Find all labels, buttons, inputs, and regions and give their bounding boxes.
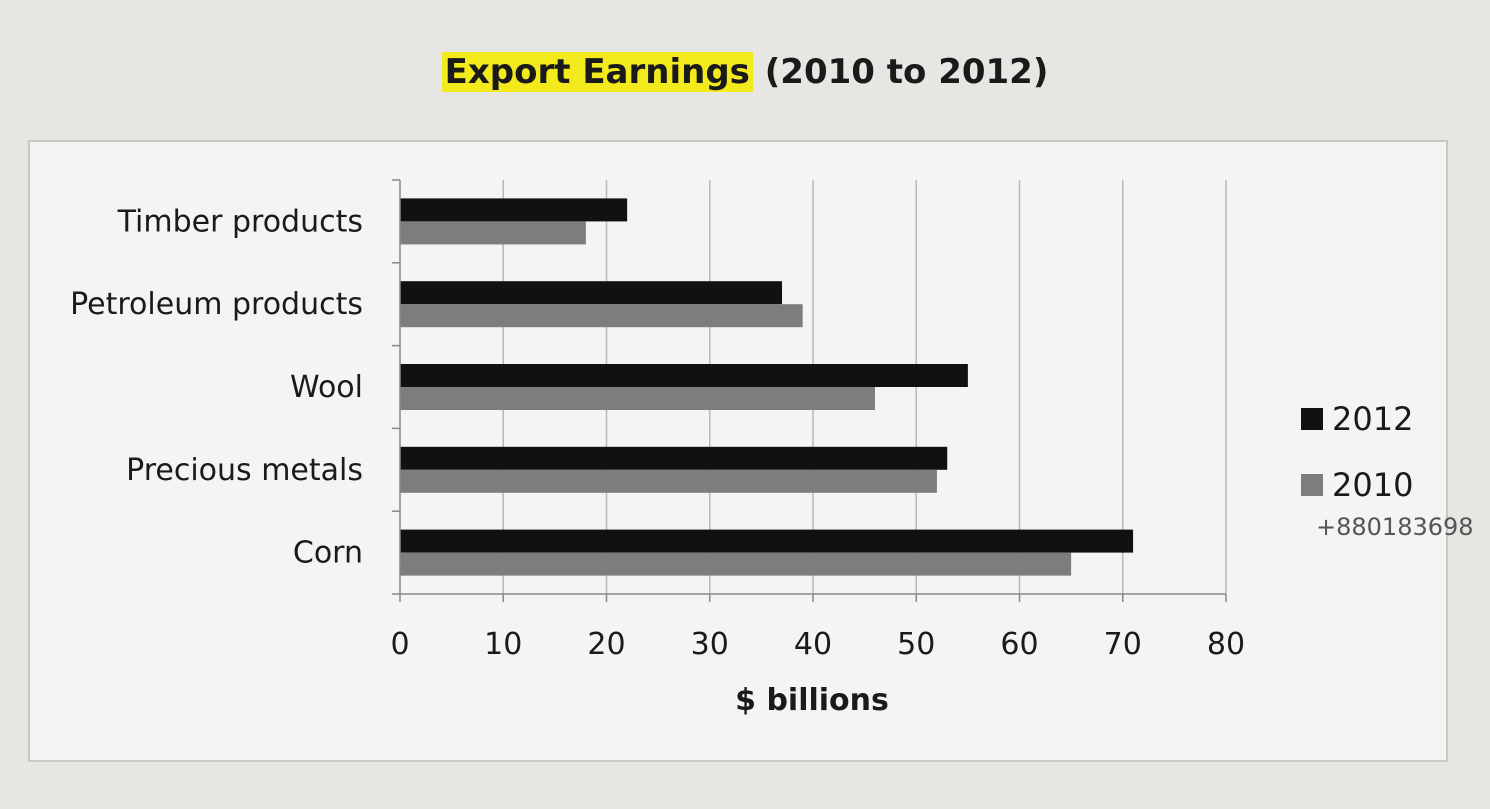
bar-2012-timber-products	[400, 198, 628, 222]
x-tick-label: 10	[484, 627, 522, 662]
axes	[392, 179, 1227, 602]
x-axis-title: $ billions	[735, 683, 889, 718]
category-label: Petroleum products	[70, 287, 363, 322]
legend-label-2010: 2010	[1332, 466, 1413, 504]
chart-title-highlighted: Export Earnings	[441, 52, 753, 92]
x-tick-label: 20	[587, 627, 625, 662]
x-tick-label: 50	[897, 627, 935, 662]
bar-2012-precious-metals	[400, 446, 948, 470]
legend-swatch-2012	[1301, 408, 1323, 430]
legend: 2012 2010	[1301, 400, 1413, 504]
phone-annotation: +880183698	[1316, 513, 1474, 541]
chart-area	[28, 140, 1448, 762]
bar-2012-corn	[400, 529, 1134, 553]
bar-2010-petroleum-products	[400, 304, 803, 328]
x-tick-label: 70	[1104, 627, 1142, 662]
bars	[400, 198, 1134, 576]
labels: 0 10 20 30 40 50 60 70 80 Timber products Petroleu…	[70, 204, 1245, 662]
bar-2012-petroleum-products	[400, 281, 783, 305]
legend-label-2012: 2012	[1332, 400, 1413, 438]
x-tick-label: 30	[691, 627, 729, 662]
bar-2012-wool	[400, 364, 968, 387]
bar-2010-corn	[400, 552, 1072, 576]
category-label: Corn	[293, 536, 363, 571]
x-tick-label: 40	[794, 627, 832, 662]
category-label: Timber products	[117, 204, 363, 239]
chart-title-rest: (2010 to 2012)	[764, 52, 1049, 92]
chart-title: Export Earnings (2010 to 2012)	[0, 52, 1490, 92]
category-label: Wool	[290, 370, 363, 405]
bar-2010-timber-products	[400, 221, 586, 245]
x-tick-label: 60	[1000, 627, 1038, 662]
legend-swatch-2010	[1301, 474, 1323, 496]
bar-2010-wool	[400, 387, 875, 410]
category-label: Precious metals	[126, 453, 363, 488]
x-tick-label: 0	[390, 627, 409, 662]
x-tick-label: 80	[1207, 627, 1245, 662]
bar-2010-precious-metals	[400, 469, 937, 493]
